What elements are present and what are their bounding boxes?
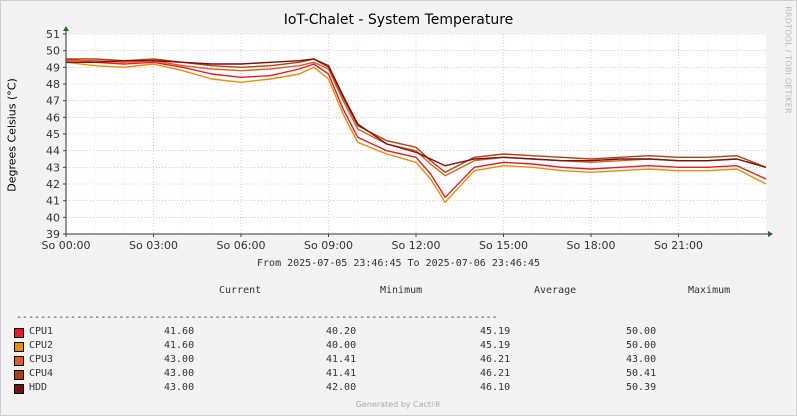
legend-value-average: 46.10 [480,382,511,393]
y-tick-label: 42 [46,178,60,191]
legend-value-maximum: 50.41 [626,368,657,379]
series-line-cpu3 [66,60,767,177]
time-range-label: From 2025-07-05 23:46:45 To 2025-07-06 2… [257,258,540,269]
x-tick-label: So 12:00 [392,239,441,252]
legend-series-name: CPU3 [29,354,54,365]
y-tick-label: 39 [46,228,60,241]
legend-value-current: 41.60 [164,326,195,337]
y-tick-label: 45 [46,128,60,141]
legend-series-name: CPU1 [29,326,54,337]
footer-credit: Generated by Cacti® [355,400,442,409]
chart-title: IoT-Chalet - System Temperature [283,12,514,28]
legend-series-name: CPU2 [29,340,54,351]
y-tick-label: 46 [46,111,60,124]
legend-value-maximum: 50.00 [626,340,657,351]
x-tick-label: So 15:00 [479,239,528,252]
legend-value-average: 46.21 [480,368,511,379]
y-tick-label: 49 [46,61,60,74]
legend-header-maximum: Maximum [688,285,731,296]
legend-separator: ----------------------------------------… [16,312,498,323]
legend-value-maximum: 43.00 [626,354,657,365]
legend-value-minimum: 41.41 [326,368,357,379]
legend-swatch [14,384,24,394]
y-axis-arrow [63,26,69,31]
legend-value-current: 43.00 [164,354,195,365]
legend-swatch [14,370,24,380]
x-axis-arrow [768,231,773,237]
legend-series-name: CPU4 [29,368,54,379]
legend-value-minimum: 42.00 [326,382,357,393]
y-tick-label: 43 [46,161,60,174]
x-tick-label: So 21:00 [654,239,703,252]
y-tick-label: 44 [46,145,60,158]
x-tick-label: So 06:00 [217,239,266,252]
legend-value-average: 45.19 [480,326,511,337]
series-line-cpu4 [66,58,767,174]
x-tick-label: So 18:00 [567,239,616,252]
y-tick-label: 51 [46,28,60,41]
legend-value-maximum: 50.00 [626,326,657,337]
legend-series-name: HDD [29,382,48,393]
legend-value-minimum: 40.20 [326,326,357,337]
legend-value-current: 41.60 [164,340,195,351]
legend-value-current: 43.00 [164,382,195,393]
legend-header-current: Current [219,285,262,296]
legend-value-minimum: 41.41 [326,354,357,365]
y-tick-label: 40 [46,211,60,224]
legend-header-minimum: Minimum [380,285,423,296]
x-tick-label: So 09:00 [304,239,353,252]
y-tick-label: 50 [46,45,60,58]
legend-value-current: 43.00 [164,368,195,379]
legend-swatch [14,328,24,338]
series-line-cpu2 [65,61,767,204]
y-tick-label: 47 [46,95,60,108]
series-line-hdd [66,58,767,168]
y-tick-label: 41 [46,195,60,208]
legend-value-average: 45.19 [480,340,511,351]
plot-area: 39 40 41 42 43 44 45 46 47 48 49 50 51 So 00:00 So 03:… [42,26,773,252]
legend-header-average: Average [534,285,577,296]
legend-swatch [14,356,24,366]
x-tick-label: So 03:00 [129,239,178,252]
legend-value-maximum: 50.39 [626,382,657,393]
legend-value-average: 46.21 [480,354,511,365]
legend-value-minimum: 40.00 [326,340,357,351]
series-line-cpu1 [65,58,767,199]
legend-swatch [14,342,24,352]
y-tick-label: 48 [46,78,60,91]
x-tick-label: So 00:00 [42,239,91,252]
